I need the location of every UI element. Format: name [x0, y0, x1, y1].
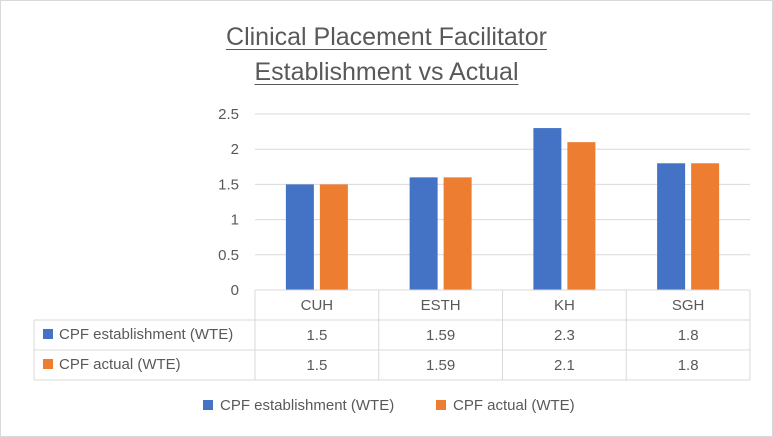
- bar-establishment-sgh: [657, 163, 686, 290]
- bar-actual-esth: [443, 177, 472, 290]
- chart-title-line-2: Establishment vs Actual: [254, 58, 519, 86]
- x-tick-label: CUH: [301, 297, 334, 314]
- x-tick-label: ESTH: [421, 297, 461, 314]
- bar-establishment-cuh: [285, 184, 314, 290]
- y-tick-label: 2: [231, 141, 239, 158]
- chart-title-line-1: Clinical Placement Facilitator: [226, 23, 547, 51]
- bar-establishment-esth: [409, 177, 438, 290]
- y-tick-label: 0.5: [218, 247, 239, 264]
- bar-actual-kh: [567, 142, 596, 290]
- data-label: 1.5: [306, 357, 327, 374]
- bar-actual-sgh: [691, 163, 720, 290]
- bar-actual-cuh: [319, 184, 348, 290]
- y-tick-label: 1.5: [218, 176, 239, 193]
- data-label: 1.5: [306, 327, 327, 344]
- data-label: 1.8: [678, 327, 699, 344]
- table-legend-key: [43, 329, 53, 339]
- legend-label: CPF actual (WTE): [453, 397, 575, 414]
- y-tick-label: 1: [231, 212, 239, 229]
- table-legend-key: [43, 359, 53, 369]
- legend-swatch: [436, 400, 446, 410]
- x-tick-label: KH: [554, 297, 575, 314]
- table-row-label: CPF actual (WTE): [59, 356, 181, 373]
- data-label: 1.59: [426, 327, 455, 344]
- x-tick-label: SGH: [672, 297, 705, 314]
- data-label: 1.59: [426, 357, 455, 374]
- legend-label: CPF establishment (WTE): [220, 397, 394, 414]
- table-row-label: CPF establishment (WTE): [59, 326, 233, 343]
- data-label: 2.1: [554, 357, 575, 374]
- legend-swatch: [203, 400, 213, 410]
- y-tick-label: 2.5: [218, 106, 239, 123]
- y-tick-label: 0: [231, 282, 239, 299]
- data-label: 2.3: [554, 327, 575, 344]
- data-label: 1.8: [678, 357, 699, 374]
- bar-establishment-kh: [533, 128, 562, 290]
